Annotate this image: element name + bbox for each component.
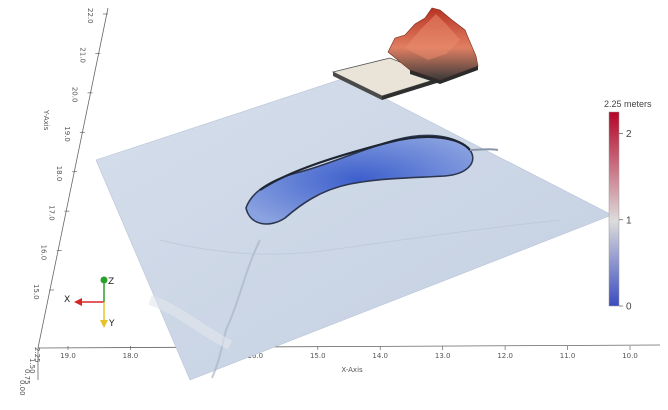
colorbar-tick-label: 0	[626, 302, 632, 313]
x-axis-label: X-Axis	[341, 366, 363, 374]
y-tick-label: 19.0	[63, 126, 71, 142]
depression-edge	[469, 148, 499, 151]
z-tick-label: 1.50	[28, 358, 36, 374]
raised-slab-side	[333, 72, 382, 100]
mound-highlight	[405, 14, 460, 60]
z-axis-ticks: 0.000.751.502.25	[18, 347, 41, 396]
terrain-surface[interactable]	[95, 7, 613, 381]
x-axis-arrow-icon	[74, 298, 82, 306]
x-tick-label: 15.0	[310, 352, 326, 360]
y-tick-label: 20.0	[71, 87, 79, 103]
x-axis-ticks: 19.018.017.016.015.014.013.012.011.010.0	[60, 346, 638, 360]
gizmo-z-label: Z	[108, 277, 114, 287]
colorbar-title: 2.25 meters	[604, 99, 652, 109]
x-tick-label: 11.0	[560, 352, 576, 360]
y-axis-label: Y-Axis	[42, 109, 50, 131]
z-tick-label: 0.75	[23, 369, 31, 385]
z-tick-label: 2.25	[33, 347, 41, 363]
colorbar-gradient	[608, 111, 620, 307]
gizmo-y-label: Y	[108, 319, 115, 329]
colorbar-tick-label: 1	[626, 215, 632, 226]
z-axis-arrow-icon	[100, 276, 108, 284]
ridge-line	[159, 219, 561, 255]
z-tick-label: 0.00	[18, 380, 26, 396]
raised-slab-side	[382, 78, 440, 100]
gizmo-x-label: X	[64, 295, 70, 305]
colorbar: 2.25 meters 2 1 0	[604, 99, 652, 313]
ground-plane	[95, 77, 613, 381]
colorbar-tick-label: 2	[626, 129, 632, 140]
y-axis-arrow-icon	[100, 320, 108, 328]
y-axis-ticks: 22.0 21.0 20.0 19.0 18.0 17.0 16.0 15.0	[32, 8, 108, 300]
y-tick-label: 17.0	[47, 205, 55, 221]
x-tick-label: 13.0	[435, 352, 451, 360]
x-tick-label: 18.0	[123, 352, 139, 360]
depression-rim	[259, 135, 471, 191]
orientation-gizmo: Z X Y	[64, 276, 115, 329]
x-tick-label: 10.0	[622, 352, 638, 360]
ridge-line	[148, 295, 233, 350]
y-tick-label: 15.0	[32, 284, 40, 300]
y-tick-label: 16.0	[40, 245, 48, 261]
ridge-line	[211, 239, 261, 379]
depression	[245, 134, 474, 225]
axes-frame	[37, 7, 661, 380]
mound-base	[410, 66, 478, 84]
x-tick-label: 12.0	[497, 352, 513, 360]
y-tick-label: 22.0	[86, 8, 94, 24]
y-tick-label: 21.0	[78, 47, 86, 63]
x-tick-label: 14.0	[372, 352, 388, 360]
y-tick-label: 18.0	[55, 166, 63, 182]
x-tick-label: 19.0	[60, 352, 76, 360]
x-tick-label: 16.0	[248, 352, 264, 360]
